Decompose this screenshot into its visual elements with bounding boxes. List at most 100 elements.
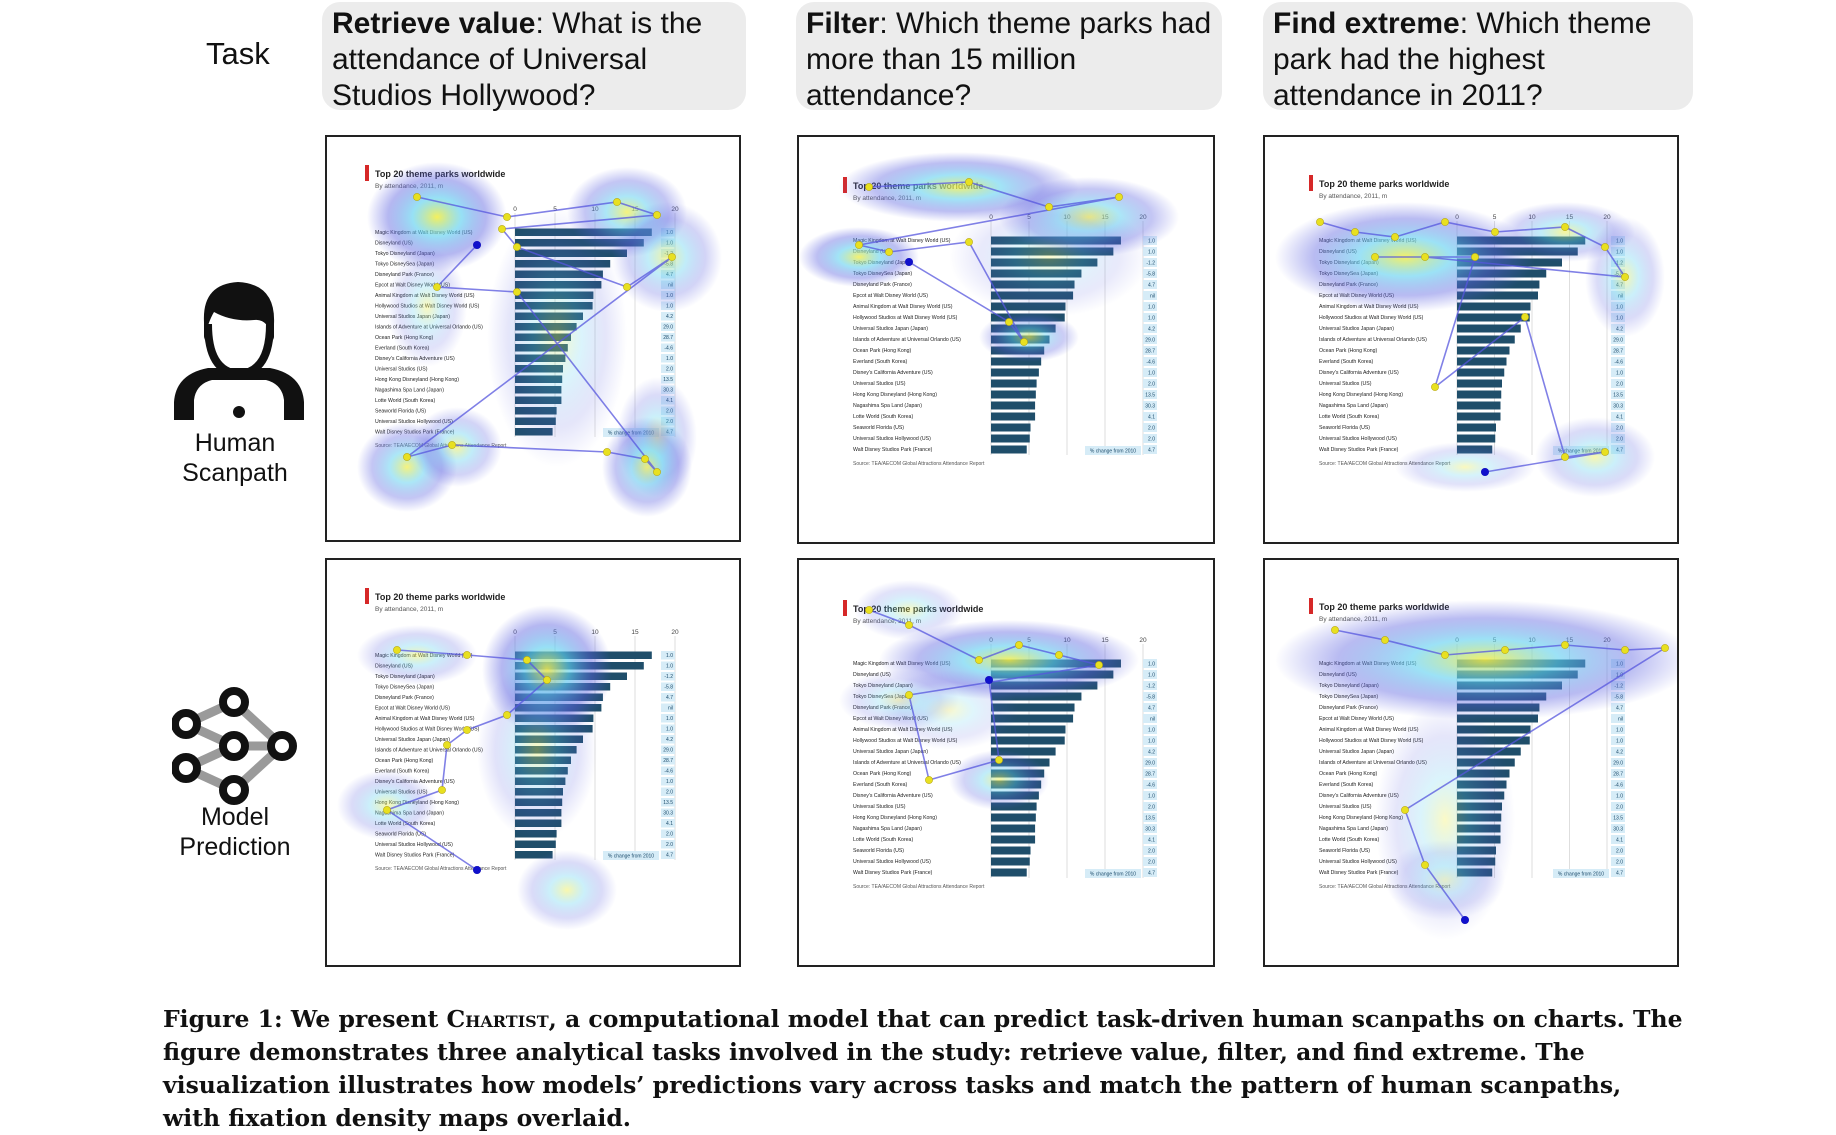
density-blob — [1275, 600, 1677, 720]
change-cell — [1143, 302, 1157, 311]
change-cell — [1143, 401, 1157, 410]
park-label: Nagashima Spa Land (Japan) — [853, 403, 922, 409]
attendance-bar — [1457, 379, 1502, 388]
attendance-bar — [1457, 390, 1502, 399]
park-label: Epcot at Walt Disney World (US) — [1319, 716, 1394, 722]
fixation-point — [413, 193, 421, 201]
change-value: 13.5 — [1145, 392, 1155, 398]
fixation-point — [1015, 641, 1023, 649]
change-cell — [1143, 714, 1157, 723]
change-cell — [661, 745, 675, 754]
change-cell — [1143, 280, 1157, 289]
attendance-bar — [991, 401, 1036, 410]
final-fixation-point — [1481, 468, 1489, 476]
attendance-bar — [991, 390, 1036, 399]
change-cell — [661, 375, 675, 384]
park-label: Universal Studios (US) — [853, 381, 906, 387]
task-header-label: Task — [206, 36, 270, 71]
park-label: Universal Studios Hollywood (US) — [375, 842, 453, 848]
change-value: 4.1 — [1616, 414, 1623, 420]
park-label: Ocean Park (Hong Kong) — [375, 758, 434, 764]
change-value: 29.0 — [1145, 760, 1155, 766]
title-accent — [1309, 598, 1313, 614]
change-value: 2.0 — [1148, 859, 1155, 865]
change-cell — [1611, 868, 1625, 877]
fixation-point — [513, 243, 521, 251]
change-value: -1.2 — [1146, 260, 1155, 266]
park-label: Universal Studios Hollywood (US) — [375, 419, 453, 425]
change-cell — [1143, 670, 1157, 679]
change-value: -4.6 — [664, 346, 673, 352]
fixation-point — [1561, 453, 1569, 461]
fixation-density-map — [1275, 600, 1677, 940]
change-cell — [1143, 780, 1157, 789]
change-value: 4.1 — [1148, 837, 1155, 843]
park-label: Universal Studios Japan (Japan) — [1319, 749, 1394, 755]
change-cell — [1611, 703, 1625, 712]
park-label: Everland (South Korea) — [853, 359, 907, 365]
chart-legend: % change from 2010 — [1558, 872, 1604, 878]
fixation-point — [1621, 273, 1629, 281]
park-label: Lotte World (South Korea) — [1319, 414, 1379, 420]
fixation-point — [463, 651, 471, 659]
density-blob — [854, 580, 964, 640]
change-value: 2.0 — [1148, 381, 1155, 387]
change-value: 4.2 — [1616, 749, 1623, 755]
park-label: Hollywood Studios at Walt Disney World (… — [853, 315, 958, 321]
attendance-bar — [1457, 335, 1515, 344]
density-blob — [949, 197, 1149, 317]
fixation-point — [438, 786, 446, 794]
neural-network-icon — [172, 687, 297, 805]
attendance-bar — [991, 747, 1056, 756]
attendance-bar — [1457, 434, 1496, 443]
fixation-point — [503, 711, 511, 719]
change-cell — [1143, 313, 1157, 322]
change-cell — [1611, 725, 1625, 734]
change-cell — [1143, 659, 1157, 668]
fixation-density-map — [1275, 202, 1665, 497]
chart-title: Top 20 theme parks worldwide — [1319, 179, 1449, 189]
task-question: : What is the attendance of Universal St… — [332, 7, 703, 112]
fixation-point — [613, 198, 621, 206]
fixation-point — [1401, 806, 1409, 814]
attendance-bar — [991, 368, 1039, 377]
fixation-point — [653, 468, 661, 476]
attendance-bar — [991, 835, 1036, 844]
change-value: 1.0 — [1148, 370, 1155, 376]
fixation-point — [865, 606, 873, 614]
change-value: 1.0 — [1148, 738, 1155, 744]
change-value: nil — [1618, 716, 1623, 722]
park-label: Hong Kong Disneyland (Hong Kong) — [1319, 815, 1403, 821]
title-accent — [1309, 175, 1313, 191]
change-cell — [661, 322, 675, 331]
change-cell — [1611, 379, 1625, 388]
change-value: 4.2 — [666, 314, 673, 320]
change-cell — [1611, 335, 1625, 344]
attendance-bar — [991, 357, 1042, 366]
chart-subtitle: By attendance, 2011, m — [1319, 193, 1387, 200]
row-label-line: Model — [200, 803, 270, 831]
park-label: Disneyland Park (France) — [375, 695, 434, 701]
change-cell — [1611, 802, 1625, 811]
fixation-point — [1045, 203, 1053, 211]
park-label: Animal Kingdom at Walt Disney World (US) — [853, 304, 953, 310]
park-label: Walt Disney Studios Park (France) — [1319, 870, 1399, 876]
change-value: 4.2 — [666, 737, 673, 743]
task-retrieve-value: Retrieve value: What is the attendance o… — [322, 2, 746, 112]
attendance-bar — [991, 703, 1075, 712]
change-value: 2.0 — [1148, 848, 1155, 854]
park-label: Lotte World (South Korea) — [1319, 837, 1379, 843]
change-cell — [1611, 813, 1625, 822]
density-blob — [412, 407, 502, 487]
change-value: 29.0 — [1613, 337, 1623, 343]
fixation-point — [1441, 218, 1449, 226]
change-value: 13.5 — [1613, 392, 1623, 398]
attendance-bar — [991, 423, 1031, 432]
park-label: Nagashima Spa Land (Japan) — [375, 387, 444, 393]
change-value: 28.7 — [1613, 771, 1623, 777]
change-value: -1.2 — [1146, 683, 1155, 689]
fixation-point — [513, 288, 521, 296]
attendance-bar — [1457, 357, 1507, 366]
change-value: 2.0 — [1148, 425, 1155, 431]
change-cell — [1143, 379, 1157, 388]
